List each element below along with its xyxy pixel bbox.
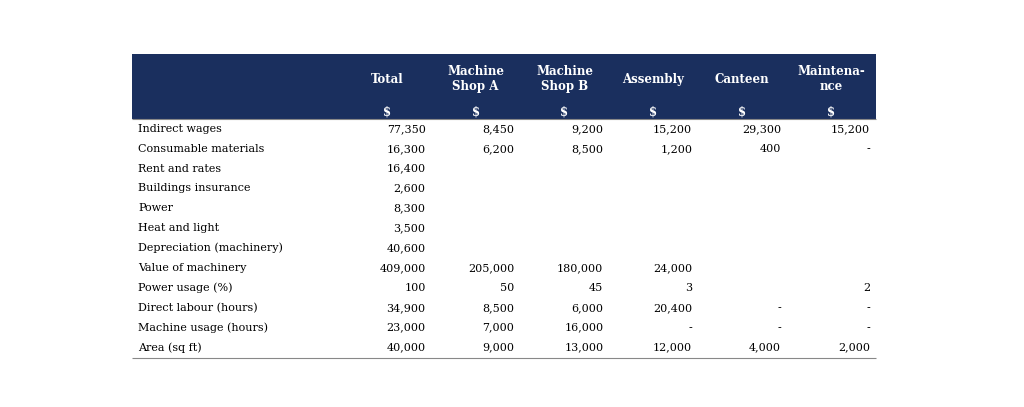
Text: 40,000: 40,000 [386,343,426,352]
Text: 16,300: 16,300 [386,144,426,154]
Text: 13,000: 13,000 [564,343,603,352]
Text: 45: 45 [589,283,603,293]
Text: 29,300: 29,300 [742,124,781,134]
Text: 400: 400 [760,144,781,154]
Text: Machine usage (hours): Machine usage (hours) [138,322,268,333]
Text: $: $ [471,105,479,118]
Text: 15,200: 15,200 [830,124,870,134]
Text: 2,600: 2,600 [393,184,426,193]
Text: Rent and rates: Rent and rates [138,164,221,174]
Text: Value of machinery: Value of machinery [138,263,247,273]
Text: 8,450: 8,450 [482,124,514,134]
Text: 77,350: 77,350 [387,124,426,134]
Text: -: - [688,323,692,333]
Text: 12,000: 12,000 [653,343,692,352]
Text: -: - [777,323,781,333]
Text: 3: 3 [685,283,692,293]
Text: 180,000: 180,000 [557,263,603,273]
Text: Direct labour (hours): Direct labour (hours) [138,303,258,313]
Text: 100: 100 [404,283,426,293]
Text: Maintena-
nce: Maintena- nce [798,65,865,93]
Text: 1,200: 1,200 [660,144,692,154]
Text: Power: Power [138,204,173,213]
Text: 16,000: 16,000 [564,323,603,333]
Text: 9,200: 9,200 [571,124,603,134]
Text: $: $ [827,105,836,118]
Text: 6,200: 6,200 [482,144,514,154]
Text: $: $ [649,105,657,118]
Text: -: - [866,323,870,333]
Text: 8,300: 8,300 [393,204,426,213]
Text: -: - [866,144,870,154]
Text: Total: Total [371,72,403,85]
Text: 15,200: 15,200 [653,124,692,134]
Text: 2: 2 [863,283,870,293]
Text: 20,400: 20,400 [653,303,692,313]
Text: Machine
Shop B: Machine Shop B [536,65,593,93]
Text: 23,000: 23,000 [386,323,426,333]
Bar [132,54,876,119]
Text: Machine
Shop A: Machine Shop A [447,65,504,93]
Text: -: - [777,303,781,313]
Text: $: $ [738,105,746,118]
Text: 40,600: 40,600 [386,243,426,253]
Text: Heat and light: Heat and light [138,223,219,233]
Text: 8,500: 8,500 [571,144,603,154]
Text: Assembly: Assembly [623,72,684,85]
Text: Buildings insurance: Buildings insurance [138,184,251,193]
Text: 3,500: 3,500 [393,223,426,233]
Text: Consumable materials: Consumable materials [138,144,264,154]
Text: Power usage (%): Power usage (%) [138,282,232,293]
Text: 409,000: 409,000 [379,263,426,273]
Text: 8,500: 8,500 [482,303,514,313]
Text: 9,000: 9,000 [482,343,514,352]
Text: 2,000: 2,000 [838,343,870,352]
Text: Indirect wages: Indirect wages [138,124,222,134]
Text: 16,400: 16,400 [386,164,426,174]
Text: 6,000: 6,000 [571,303,603,313]
Text: 4,000: 4,000 [750,343,781,352]
Text: 50: 50 [501,283,514,293]
Text: $: $ [383,105,391,118]
Text: Canteen: Canteen [715,72,770,85]
Text: 34,900: 34,900 [386,303,426,313]
Text: Area (sq ft): Area (sq ft) [138,342,202,353]
Text: 205,000: 205,000 [468,263,514,273]
Text: 24,000: 24,000 [653,263,692,273]
Text: $: $ [560,105,568,118]
Text: 7,000: 7,000 [482,323,514,333]
Text: -: - [866,303,870,313]
Text: Depreciation (machinery): Depreciation (machinery) [138,243,284,254]
